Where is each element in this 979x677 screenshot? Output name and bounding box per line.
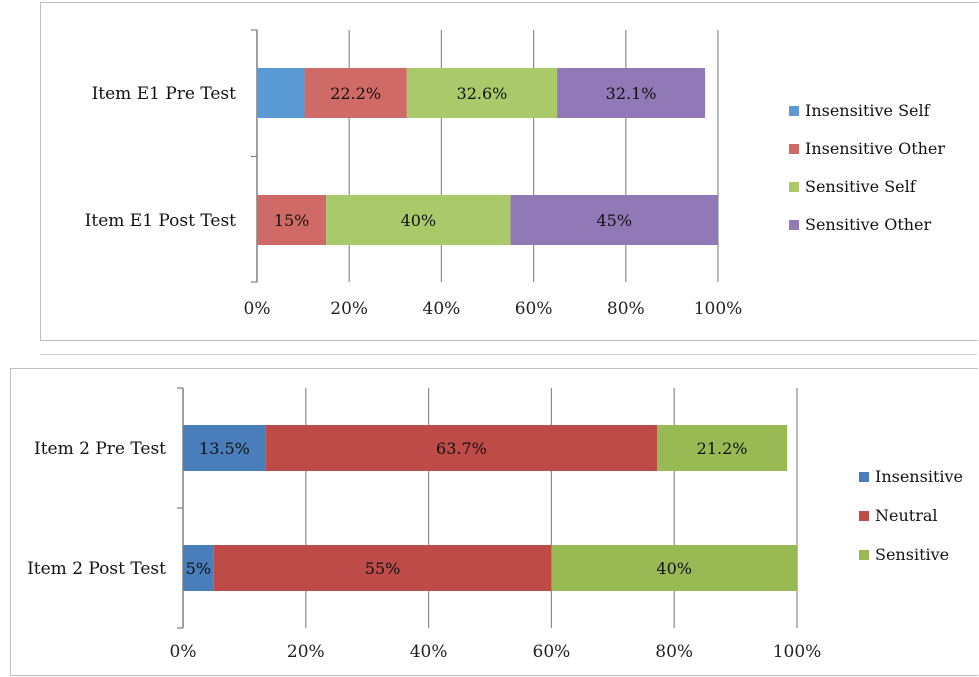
e1-data-label: 45% (596, 211, 632, 230)
e1-category-label: Item E1 Pre Test (92, 84, 237, 104)
item2-category-label: Item 2 Pre Test (34, 439, 166, 459)
e1-x-tick-label: 40% (423, 299, 461, 319)
e1-bar-segment (326, 195, 511, 245)
item2-bar-segment (213, 545, 552, 591)
e1-data-label: 15% (274, 211, 310, 230)
e1-legend-swatch (789, 106, 799, 116)
e1-data-label: 32.6% (457, 84, 508, 103)
e1-legend-label: Sensitive Other (805, 215, 932, 234)
item2-data-label: 5% (186, 559, 211, 578)
e1-bar-segment (257, 68, 305, 118)
item2-data-label: 63.7% (436, 439, 487, 458)
chart-item2-frame (10, 368, 978, 676)
item2-legend-swatch (859, 511, 869, 521)
item2-data-label: 40% (656, 559, 692, 578)
chart-e1-frame (40, 2, 978, 341)
item2-x-tick-label: 40% (410, 642, 448, 662)
e1-x-tick-label: 100% (694, 299, 743, 319)
item2-bar-segment (183, 425, 266, 471)
item2-bar-segment (657, 425, 788, 471)
e1-legend-swatch (789, 144, 799, 154)
e1-legend-swatch (789, 220, 799, 230)
item2-data-label: 55% (365, 559, 401, 578)
e1-bar-segment (257, 195, 327, 245)
e1-legend-label: Sensitive Self (805, 177, 917, 196)
e1-legend-label: Insensitive Self (805, 101, 931, 120)
e1-x-tick-label: 80% (607, 299, 645, 319)
item2-x-tick-label: 100% (773, 642, 822, 662)
e1-bar-segment (406, 68, 558, 118)
item2-x-tick-label: 20% (287, 642, 325, 662)
item2-data-label: 13.5% (199, 439, 250, 458)
e1-legend-label: Insensitive Other (805, 139, 945, 158)
item2-x-tick-label: 80% (655, 642, 693, 662)
item2-legend-label: Sensitive (875, 545, 949, 564)
e1-x-tick-label: 20% (330, 299, 368, 319)
item2-x-tick-label: 0% (170, 642, 197, 662)
e1-data-label: 22.2% (330, 84, 381, 103)
item2-legend-label: Neutral (875, 506, 938, 525)
e1-bar-segment (510, 195, 718, 245)
e1-bar-segment (557, 68, 706, 118)
item2-bar-segment (183, 545, 214, 591)
e1-legend-swatch (789, 182, 799, 192)
chart-divider (40, 354, 977, 355)
e1-data-label: 40% (401, 211, 437, 230)
item2-bar-segment (551, 545, 797, 591)
item2-legend-swatch (859, 472, 869, 482)
e1-data-label: 32.1% (606, 84, 657, 103)
e1-bar-segment (304, 68, 407, 118)
item2-bar-segment (265, 425, 658, 471)
item2-category-label: Item 2 Post Test (27, 559, 166, 579)
e1-x-tick-label: 60% (515, 299, 553, 319)
e1-x-tick-label: 0% (244, 299, 271, 319)
item2-data-label: 21.2% (697, 439, 748, 458)
item2-legend-label: Insensitive (875, 467, 963, 486)
item2-x-tick-label: 60% (533, 642, 571, 662)
e1-category-label: Item E1 Post Test (85, 211, 237, 231)
item2-legend-swatch (859, 550, 869, 560)
